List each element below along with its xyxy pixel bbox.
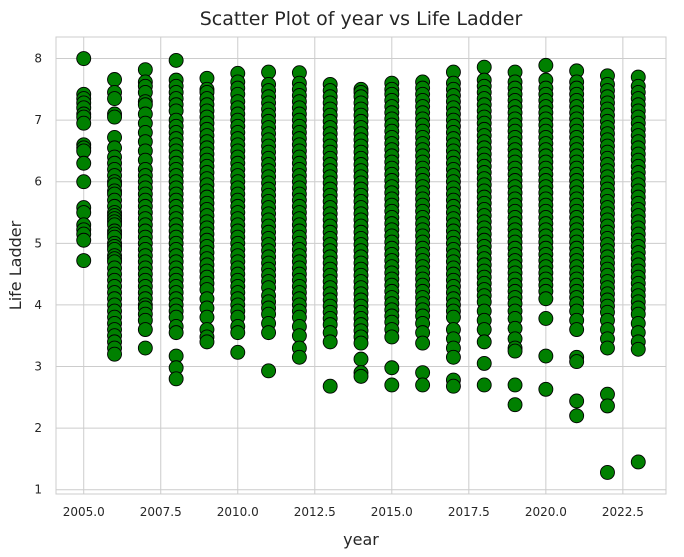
data-point (476, 59, 492, 75)
data-point (415, 335, 431, 351)
x-axis-label: year (343, 530, 379, 549)
data-point (76, 232, 92, 248)
data-point (476, 377, 492, 393)
data-point (353, 368, 369, 384)
data-point (76, 253, 92, 269)
x-tick-label: 2007.5 (140, 505, 182, 519)
data-point (538, 311, 554, 326)
data-point (476, 334, 492, 350)
x-tick-label: 2012.5 (294, 505, 336, 519)
data-point (107, 91, 122, 107)
data-points (76, 51, 646, 480)
data-point (76, 115, 92, 131)
x-tick-label: 2020.0 (525, 505, 567, 519)
data-point (137, 340, 153, 356)
data-point (507, 397, 523, 413)
x-tick-label: 2017.5 (448, 505, 490, 519)
y-tick-label: 8 (34, 52, 42, 66)
data-point (445, 378, 461, 394)
y-tick-labels: 1 2 3 4 5 6 7 8 (34, 52, 42, 497)
y-tick-label: 3 (34, 360, 42, 374)
data-point (538, 291, 554, 307)
data-point (76, 155, 92, 171)
data-point (107, 109, 122, 125)
data-point (569, 408, 585, 424)
data-point (261, 325, 277, 341)
y-tick-label: 1 (34, 483, 42, 497)
data-point (630, 454, 646, 470)
data-point (600, 464, 615, 480)
data-point (384, 360, 400, 376)
data-point (168, 325, 184, 341)
y-tick-label: 2 (34, 421, 42, 435)
data-point (168, 52, 184, 68)
y-tick-label: 4 (34, 298, 42, 312)
data-point (76, 51, 92, 67)
x-tick-label: 2022.5 (602, 505, 644, 519)
data-point (137, 322, 153, 338)
data-point (230, 325, 246, 341)
data-point (538, 57, 554, 73)
data-point (168, 371, 184, 387)
y-tick-label: 5 (34, 236, 42, 250)
data-point (199, 334, 215, 350)
data-point (538, 381, 554, 397)
y-tick-label: 7 (34, 113, 42, 127)
x-tick-label: 2015.0 (371, 505, 413, 519)
data-point (261, 363, 277, 379)
data-point (538, 348, 554, 364)
data-point (569, 354, 585, 370)
y-tick-label: 6 (34, 175, 42, 189)
data-point (384, 377, 400, 393)
data-point (76, 174, 92, 190)
data-point (476, 355, 492, 371)
data-point (322, 378, 338, 394)
data-point (107, 346, 122, 362)
data-point (353, 351, 369, 367)
data-point (600, 398, 615, 414)
y-axis-label: Life Ladder (6, 220, 25, 310)
data-point (507, 377, 523, 393)
chart-title: Scatter Plot of year vs Life Ladder (200, 8, 523, 30)
data-point (353, 335, 369, 351)
data-point (107, 72, 122, 87)
data-point (415, 377, 431, 393)
data-point (569, 322, 585, 338)
x-tick-label: 2010.0 (217, 505, 259, 519)
data-point (291, 349, 307, 365)
data-point (230, 344, 246, 360)
data-point (630, 341, 646, 357)
x-tick-labels: 2005.0 2007.5 2010.0 2012.5 2015.0 2017.5 2020… (63, 505, 644, 519)
x-tick-label: 2005.0 (63, 505, 105, 519)
data-point (322, 334, 338, 350)
data-point (445, 349, 461, 365)
data-point (600, 340, 615, 356)
data-point (569, 393, 585, 409)
data-point (507, 343, 523, 359)
data-point (384, 329, 400, 345)
